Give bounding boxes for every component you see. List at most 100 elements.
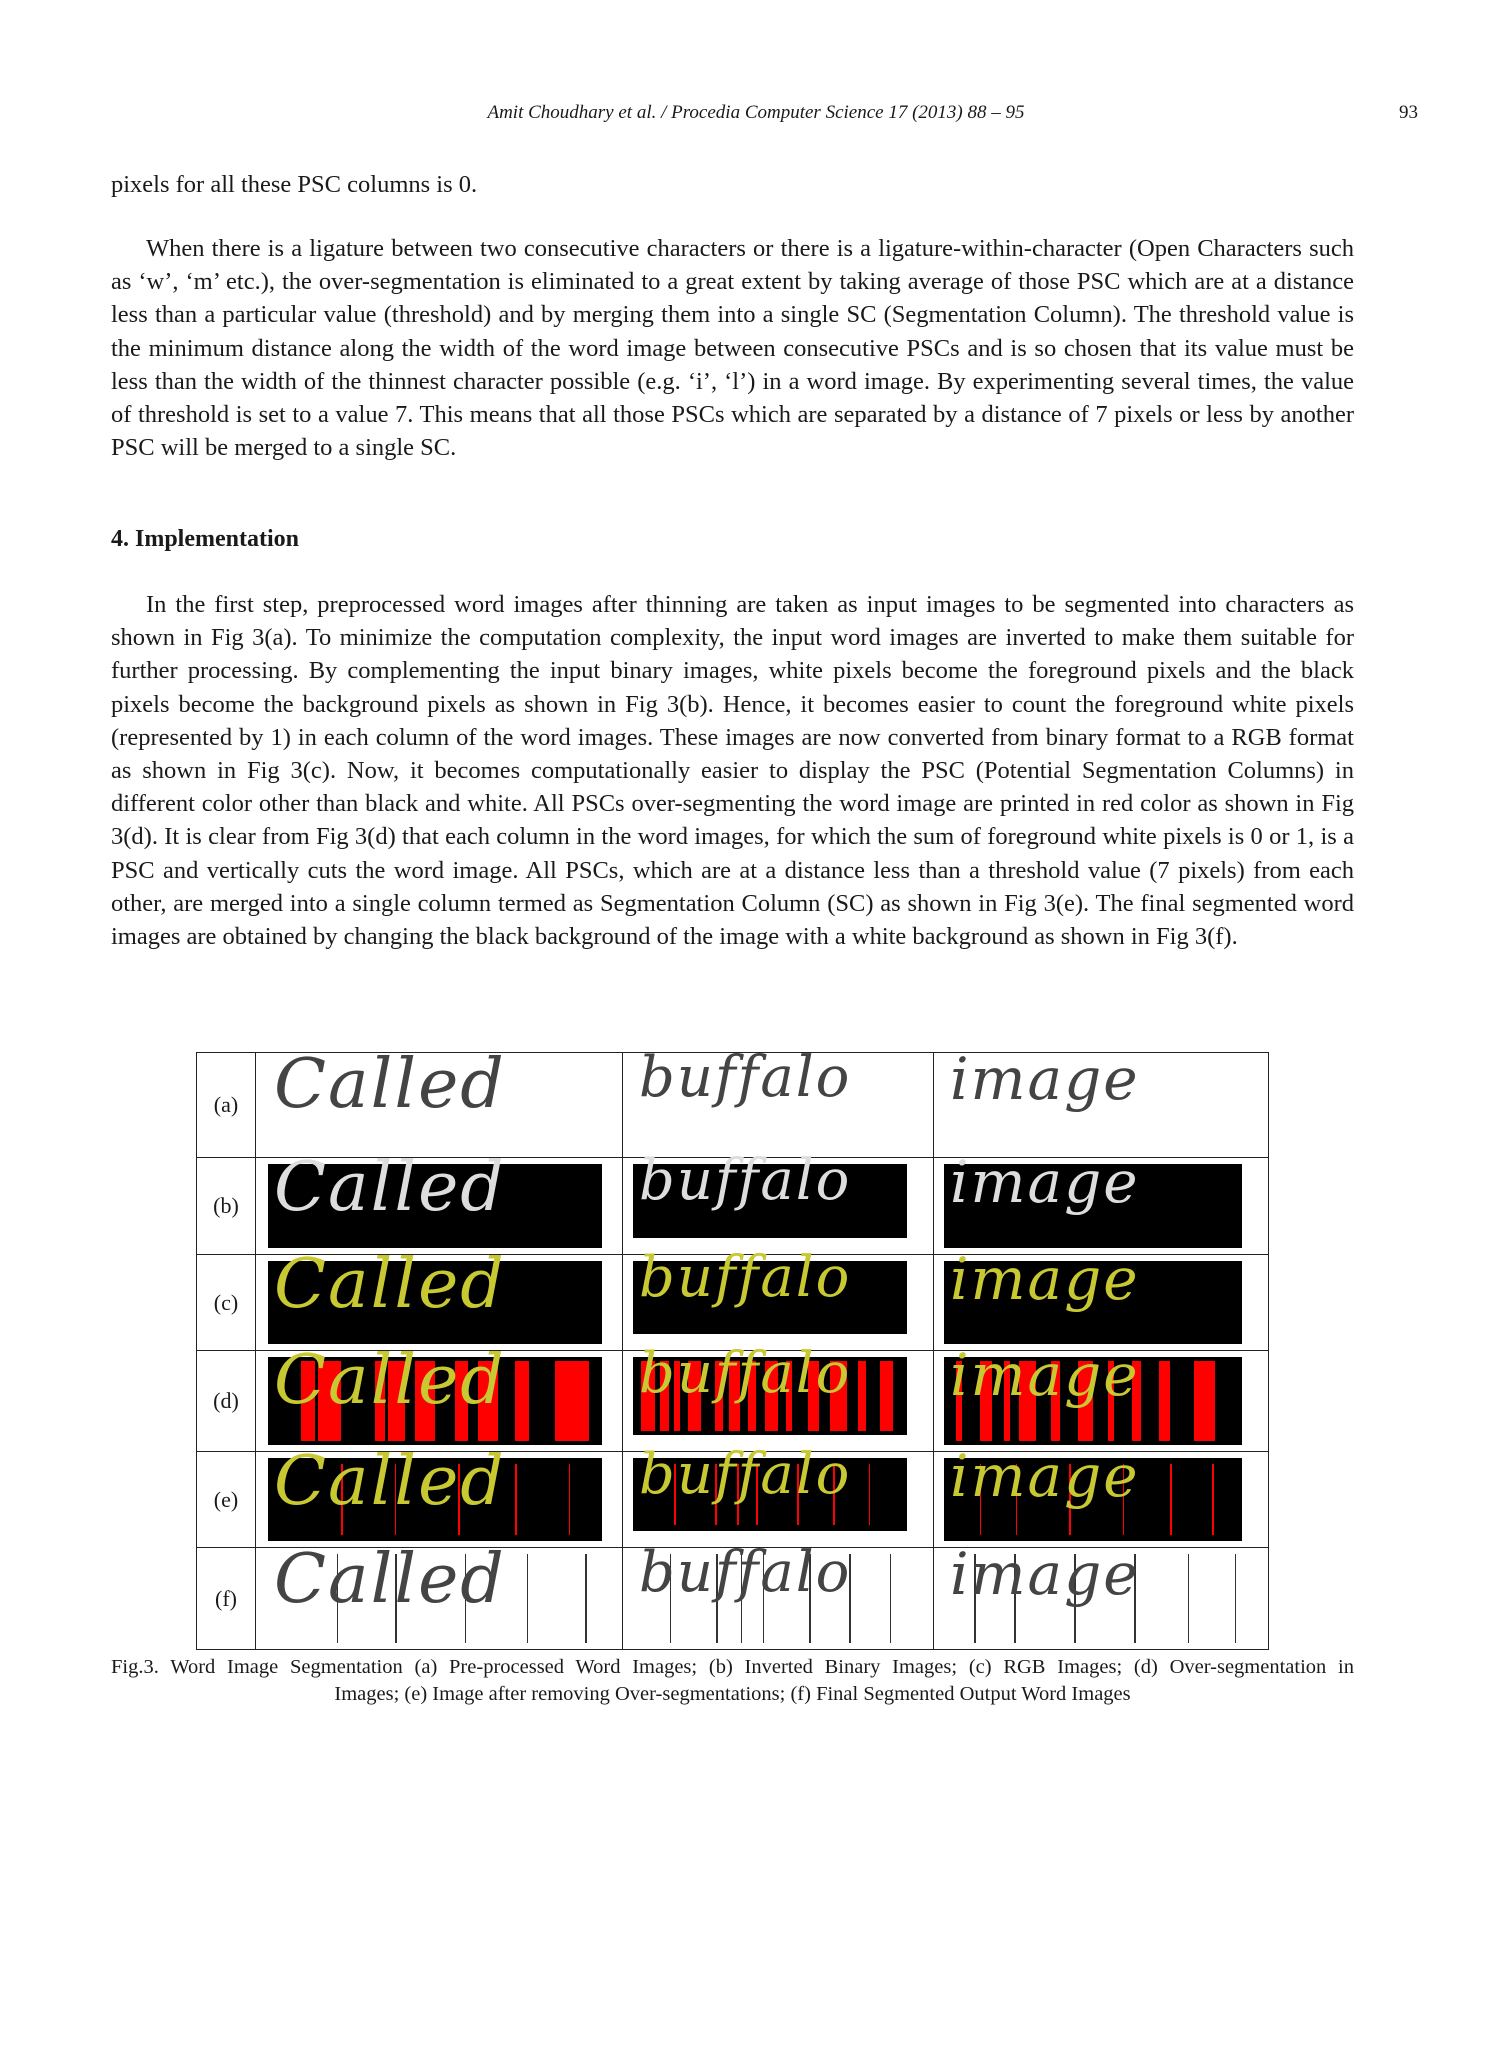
row-label: (e)	[196, 1451, 256, 1548]
handwritten-word: image	[950, 1045, 1140, 1113]
word-image-cell: image	[933, 1540, 1269, 1650]
paragraph-threshold: When there is a ligature between two con…	[111, 235, 1354, 462]
psc-column	[1107, 1361, 1114, 1441]
inverted-background: image	[944, 1245, 1242, 1344]
word-image: Called	[256, 1341, 622, 1451]
handwritten-word: image	[950, 1148, 1140, 1216]
segmentation-column	[674, 1464, 676, 1525]
figure-3: (a) Called buffalo image (b) Called buffalo ima…	[196, 1045, 1269, 1650]
inverted-background: image	[944, 1341, 1242, 1445]
word-image: image	[934, 1341, 1268, 1451]
segmentation-column	[974, 1554, 976, 1643]
handwritten-word: image	[950, 1442, 1140, 1510]
figure-row: (e) Called buffalo image	[196, 1442, 1269, 1548]
segmentation-column	[458, 1464, 460, 1535]
figure-caption: Fig.3. Word Image Segmentation (a) Pre-p…	[111, 1654, 1354, 1708]
word-image: buffalo	[623, 1148, 933, 1254]
figure-row: (b) Called buffalo image	[196, 1148, 1269, 1255]
segmentation-column	[756, 1464, 758, 1525]
handwritten-word: image	[950, 1540, 1140, 1608]
psc-column	[674, 1361, 680, 1431]
figure-row: (c) Called buffalo image	[196, 1245, 1269, 1351]
word-image-cell: Called	[255, 1245, 623, 1351]
paragraph-implementation: In the first step, preprocessed word ima…	[111, 591, 1354, 951]
word-image-cell: buffalo	[622, 1341, 934, 1452]
word-image: Called	[256, 1442, 622, 1547]
psc-column	[555, 1361, 589, 1441]
psc-column	[374, 1361, 385, 1441]
segmentation-column	[1015, 1464, 1018, 1535]
word-image: image	[934, 1442, 1268, 1547]
psc-column	[515, 1361, 529, 1441]
word-image: image	[934, 1148, 1268, 1254]
journal-citation: Amit Choudhary et al. / Procedia Compute…	[487, 102, 1025, 123]
row-label: (c)	[196, 1254, 256, 1351]
segmentation-column	[395, 1554, 397, 1643]
psc-column	[414, 1361, 435, 1441]
psc-column	[388, 1361, 405, 1441]
segmentation-column	[464, 1554, 467, 1643]
psc-column	[478, 1361, 499, 1441]
section-heading: 4. Implementation	[111, 526, 299, 552]
handwritten-word: buffalo	[639, 1148, 852, 1213]
segmentation-column	[394, 1464, 397, 1535]
word-image-cell: buffalo	[622, 1045, 934, 1158]
inverted-background: Called	[268, 1442, 602, 1541]
handwritten-word: buffalo	[639, 1341, 852, 1406]
psc-column	[687, 1361, 702, 1431]
psc-column	[1194, 1361, 1216, 1441]
inverted-background: buffalo	[633, 1245, 907, 1334]
body-threshold-paragraph: When there is a ligature between two con…	[111, 232, 1354, 464]
psc-column	[786, 1361, 792, 1431]
word-image-cell: buffalo	[622, 1245, 934, 1351]
segmentation-column	[1122, 1464, 1125, 1535]
word-image-cell: buffalo	[622, 1540, 934, 1650]
psc-column	[764, 1361, 779, 1431]
caption-line-1: Fig.3. Word Image Segmentation (a) Pre-p…	[111, 1656, 1354, 1678]
psc-column	[830, 1361, 847, 1431]
psc-column	[748, 1361, 757, 1431]
psc-column	[879, 1361, 894, 1431]
psc-column	[1158, 1361, 1171, 1441]
word-image: buffalo	[623, 1442, 933, 1547]
segmentation-column	[740, 1554, 743, 1643]
segmentation-column	[1134, 1554, 1136, 1643]
segmentation-column	[716, 1554, 718, 1643]
inverted-background: Called	[268, 1341, 602, 1445]
handwritten-word: Called	[274, 1045, 506, 1124]
inverted-background: Called	[268, 1245, 602, 1344]
word-image-cell: buffalo	[622, 1442, 934, 1548]
word-image-cell: Called	[255, 1148, 623, 1255]
psc-column	[455, 1361, 469, 1441]
handwritten-word: Called	[274, 1442, 506, 1521]
segmentation-column	[715, 1464, 717, 1525]
word-image: image	[934, 1045, 1268, 1157]
word-image-cell: image	[933, 1045, 1269, 1158]
word-image: Called	[256, 1045, 622, 1157]
segmentation-column	[669, 1554, 671, 1643]
segmentation-column	[515, 1464, 517, 1535]
inverted-background: buffalo	[633, 1148, 907, 1238]
word-image-cell: image	[933, 1245, 1269, 1351]
segmentation-column	[1074, 1554, 1076, 1643]
word-image-cell: image	[933, 1148, 1269, 1255]
running-header: Amit Choudhary et al. / Procedia Compute…	[0, 102, 1512, 132]
segmentation-column	[737, 1464, 739, 1525]
psc-column	[660, 1361, 669, 1431]
word-image-cell: image	[933, 1442, 1269, 1548]
psc-column	[715, 1361, 724, 1431]
word-image: Called	[256, 1148, 622, 1254]
psc-column	[1131, 1361, 1141, 1441]
handwritten-word: Called	[274, 1148, 506, 1227]
handwritten-word: buffalo	[639, 1442, 852, 1507]
word-image-cell: Called	[255, 1341, 623, 1452]
psc-column	[955, 1361, 962, 1441]
handwritten-word: buffalo	[639, 1045, 852, 1110]
psc-column	[1018, 1361, 1037, 1441]
segmentation-column	[585, 1554, 587, 1643]
segmentation-column	[1187, 1554, 1190, 1643]
row-label: (d)	[196, 1350, 256, 1452]
segmentation-column	[889, 1554, 892, 1643]
word-image-cell: Called	[255, 1540, 623, 1650]
psc-column	[318, 1361, 342, 1441]
